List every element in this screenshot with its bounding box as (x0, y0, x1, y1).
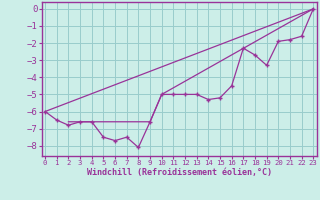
X-axis label: Windchill (Refroidissement éolien,°C): Windchill (Refroidissement éolien,°C) (87, 168, 272, 177)
